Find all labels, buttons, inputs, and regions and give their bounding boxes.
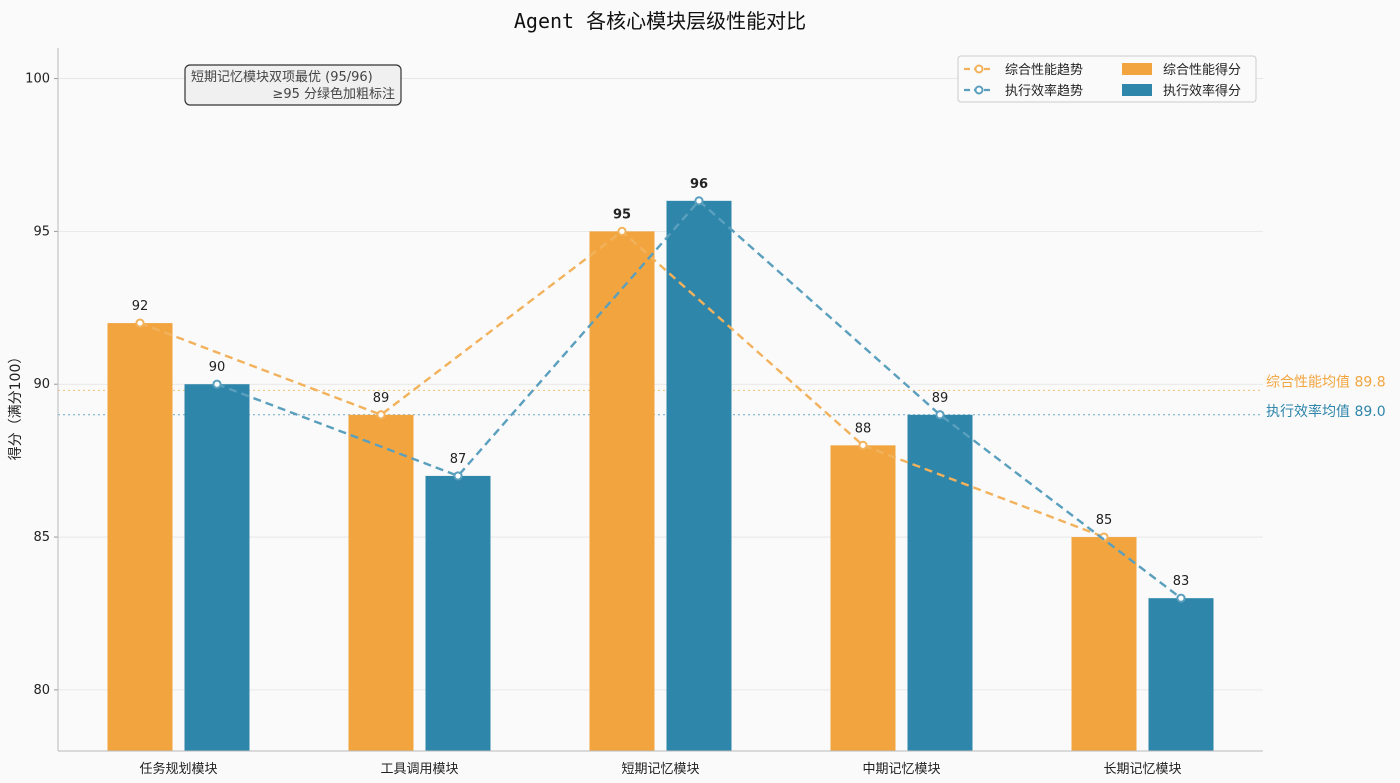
chart-title: Agent 各核心模块层级性能对比 — [514, 9, 806, 33]
legend-item-trend-1: 综合性能趋势 — [964, 62, 1083, 78]
bars — [107, 200, 1214, 752]
bar-s1-1 — [107, 323, 173, 751]
annotation-box — [184, 64, 402, 106]
mean-label-1: 综合性能均值 89.8 — [1266, 374, 1386, 390]
mean-lines: 综合性能均值 89.8 执行效率均值 89.0 — [58, 374, 1386, 420]
bar-s1-2 — [348, 414, 414, 751]
legend-item-bar-2: 执行效率得分 — [1122, 83, 1241, 99]
bar-s1-3 — [589, 231, 655, 752]
value-label-s2-5: 83 — [1173, 574, 1190, 589]
bar-s2-2 — [425, 475, 491, 751]
value-label-s1-4: 88 — [855, 421, 872, 436]
trend-point-2-5 — [1176, 593, 1186, 603]
trend-point-2-2 — [453, 471, 463, 481]
value-label-s2-2: 87 — [450, 452, 467, 467]
x-tick-label-2: 工具调用模块 — [380, 762, 458, 777]
value-label-s1-5: 85 — [1096, 513, 1113, 528]
legend: 综合性能趋势 执行效率趋势 综合性能得分 执行效率得分 — [957, 55, 1257, 103]
annotation-line2: ≥95 分绿色加粗标注 — [272, 86, 395, 102]
y-axis-label: 得分（满分100） — [7, 350, 24, 461]
value-label-s1-2: 89 — [373, 391, 390, 406]
value-label-s2-1: 90 — [209, 360, 226, 375]
annotation-line1: 短期记忆模块双项最优 (95/96) — [191, 69, 373, 85]
legend-item-trend-2: 执行效率趋势 — [964, 83, 1083, 99]
y-tick-label-95: 95 — [33, 224, 50, 239]
legend-label-trend-2: 执行效率趋势 — [1005, 83, 1083, 99]
x-tick-label-5: 长期记忆模块 — [1103, 761, 1181, 777]
value-label-s2-3: 96 — [690, 177, 708, 192]
trend-lines — [135, 196, 1186, 603]
value-label-s1-3: 95 — [613, 207, 631, 222]
bar-s2-4 — [907, 414, 973, 751]
legend-swatch-bar-1 — [1122, 63, 1152, 75]
legend-label-trend-1: 综合性能趋势 — [1005, 62, 1083, 78]
bar-s2-5 — [1148, 598, 1214, 751]
x-tick-label-1: 任务规划模块 — [139, 761, 217, 777]
legend-item-bar-1: 综合性能得分 — [1122, 62, 1241, 78]
y-tick-label-90: 90 — [33, 377, 50, 392]
mean-label-2: 执行效率均值 89.0 — [1266, 403, 1386, 420]
legend-marker-trend-2 — [974, 85, 984, 95]
trend-point-1-1 — [135, 318, 145, 328]
bar-s1-5 — [1071, 537, 1137, 751]
trend-point-1-3 — [617, 226, 627, 236]
y-tick-label-85: 85 — [33, 530, 50, 545]
bar-s2-1 — [184, 384, 250, 751]
x-tick-label-3: 短期记忆模块 — [621, 761, 699, 777]
trend-point-2-1 — [212, 379, 222, 389]
value-label-s2-4: 89 — [932, 391, 949, 406]
trend-line-2 — [216, 199, 1182, 600]
trend-point-2-4 — [935, 410, 945, 420]
legend-marker-trend-1 — [974, 64, 984, 74]
annotation: 短期记忆模块双项最优 (95/96) ≥95 分绿色加粗标注 — [184, 64, 402, 106]
legend-label-bar-2: 执行效率得分 — [1163, 83, 1241, 99]
trend-point-1-2 — [376, 410, 386, 420]
bar-s1-4 — [830, 445, 896, 751]
axes: 80 85 90 95 100 任务规划模块 工具调用模块 短期记忆模块 中期记忆模块 长期记忆模… — [25, 48, 1263, 777]
value-label-s1-1: 92 — [132, 299, 149, 314]
y-tick-label-100: 100 — [25, 72, 50, 87]
legend-label-bar-1: 综合性能得分 — [1163, 62, 1241, 78]
x-tick-label-4: 中期记忆模块 — [862, 761, 940, 777]
legend-swatch-bar-2 — [1122, 84, 1152, 96]
legend-frame — [957, 55, 1257, 103]
trend-point-1-4 — [858, 440, 868, 450]
bar-s2-3 — [666, 200, 732, 752]
data-labels: 92 89 95 88 85 90 87 96 89 83 — [132, 177, 1190, 589]
trend-point-2-3 — [694, 196, 704, 206]
y-tick-label-80: 80 — [33, 683, 50, 698]
